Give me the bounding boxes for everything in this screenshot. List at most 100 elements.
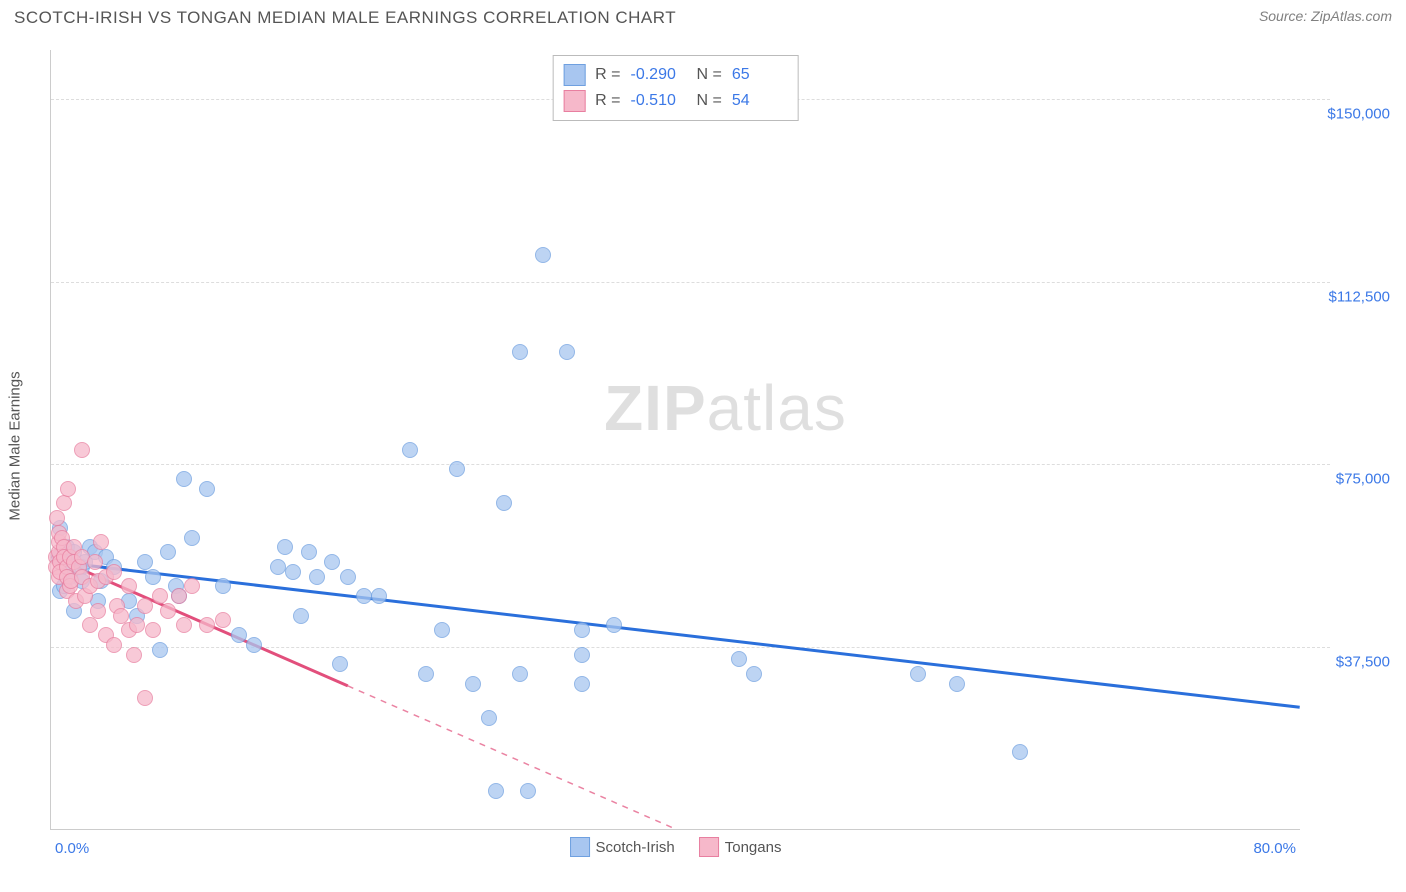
data-point (535, 247, 551, 263)
data-point (152, 588, 168, 604)
data-point (332, 656, 348, 672)
data-point (910, 666, 926, 682)
data-point (574, 676, 590, 692)
data-point (93, 534, 109, 550)
data-point (106, 637, 122, 653)
data-point (231, 627, 247, 643)
data-point (184, 530, 200, 546)
data-point (160, 544, 176, 560)
data-point (449, 461, 465, 477)
series-legend-item: Scotch-Irish (570, 837, 675, 857)
data-point (60, 481, 76, 497)
data-point (49, 510, 65, 526)
legend-swatch (563, 64, 585, 86)
data-point (277, 539, 293, 555)
r-value: -0.510 (631, 92, 687, 110)
data-point (356, 588, 372, 604)
r-value: -0.290 (631, 66, 687, 84)
data-point (481, 710, 497, 726)
watermark: ZIPatlas (604, 371, 847, 445)
chart-header: SCOTCH-IRISH VS TONGAN MEDIAN MALE EARNI… (14, 8, 1392, 28)
data-point (1012, 744, 1028, 760)
data-point (574, 622, 590, 638)
n-value: 65 (732, 66, 788, 84)
y-axis-title: Median Male Earnings (7, 371, 24, 520)
data-point (512, 344, 528, 360)
data-point (137, 690, 153, 706)
series-legend: Scotch-Irish Tongans (570, 837, 782, 857)
data-point (106, 564, 122, 580)
data-point (113, 608, 129, 624)
data-point (746, 666, 762, 682)
data-point (126, 647, 142, 663)
data-point (402, 442, 418, 458)
series-legend-label: Tongans (725, 839, 782, 856)
data-point (199, 481, 215, 497)
data-point (574, 647, 590, 663)
data-point (324, 554, 340, 570)
y-tick-label: $112,500 (1310, 288, 1390, 305)
y-tick-label: $37,500 (1310, 654, 1390, 671)
gridline-horizontal (51, 647, 1330, 648)
data-point (340, 569, 356, 585)
data-point (246, 637, 262, 653)
data-point (137, 554, 153, 570)
data-point (559, 344, 575, 360)
scatter-chart: ZIPatlas $37,500$75,000$112,500$150,0000… (50, 50, 1300, 830)
data-point (270, 559, 286, 575)
chart-title: SCOTCH-IRISH VS TONGAN MEDIAN MALE EARNI… (14, 8, 676, 28)
data-point (90, 603, 106, 619)
trend-line-dashed (348, 686, 676, 829)
watermark-light: atlas (707, 372, 847, 444)
n-label: N = (697, 92, 722, 110)
data-point (434, 622, 450, 638)
data-point (82, 617, 98, 633)
legend-swatch (563, 90, 585, 112)
data-point (371, 588, 387, 604)
data-point (949, 676, 965, 692)
correlation-legend-row: R = -0.510 N = 54 (563, 88, 788, 114)
data-point (215, 578, 231, 594)
data-point (137, 598, 153, 614)
data-point (199, 617, 215, 633)
data-point (87, 554, 103, 570)
r-label: R = (595, 92, 620, 110)
data-point (293, 608, 309, 624)
data-point (74, 442, 90, 458)
data-point (176, 617, 192, 633)
legend-swatch (570, 837, 590, 857)
watermark-strong: ZIP (604, 372, 707, 444)
data-point (512, 666, 528, 682)
gridline-horizontal (51, 282, 1330, 283)
data-point (121, 578, 137, 594)
data-point (285, 564, 301, 580)
data-point (496, 495, 512, 511)
series-legend-label: Scotch-Irish (596, 839, 675, 856)
trend-lines (51, 50, 1300, 829)
data-point (145, 569, 161, 585)
data-point (56, 495, 72, 511)
data-point (176, 471, 192, 487)
data-point (488, 783, 504, 799)
data-point (606, 617, 622, 633)
x-tick-label: 80.0% (1253, 840, 1296, 857)
data-point (129, 617, 145, 633)
correlation-legend: R = -0.290 N = 65 R = -0.510 N = 54 (552, 55, 799, 121)
legend-swatch (699, 837, 719, 857)
gridline-horizontal (51, 464, 1330, 465)
chart-source: Source: ZipAtlas.com (1259, 8, 1392, 24)
data-point (465, 676, 481, 692)
data-point (160, 603, 176, 619)
data-point (731, 651, 747, 667)
data-point (184, 578, 200, 594)
n-value: 54 (732, 92, 788, 110)
data-point (520, 783, 536, 799)
n-label: N = (697, 66, 722, 84)
data-point (309, 569, 325, 585)
data-point (418, 666, 434, 682)
x-tick-label: 0.0% (55, 840, 89, 857)
data-point (215, 612, 231, 628)
data-point (145, 622, 161, 638)
data-point (301, 544, 317, 560)
r-label: R = (595, 66, 620, 84)
